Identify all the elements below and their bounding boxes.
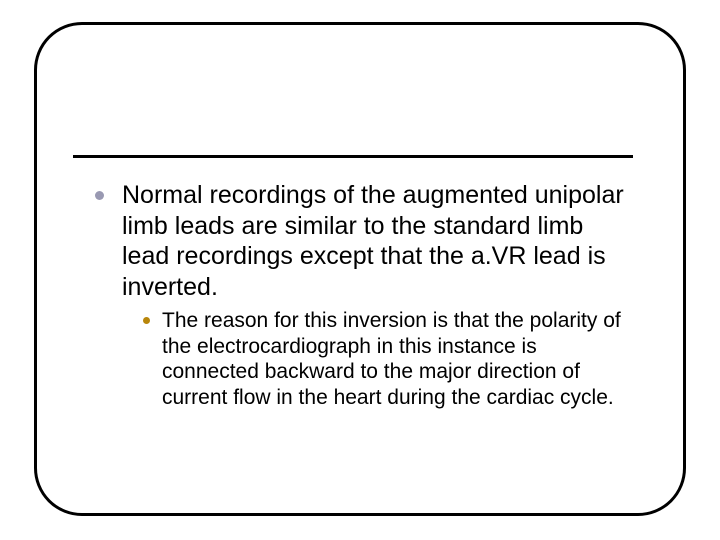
bullet-main-icon [95,191,104,200]
slide-content: Normal recordings of the augmented unipo… [95,180,633,410]
main-text: Normal recordings of the augmented unipo… [122,180,633,302]
slide-frame: Normal recordings of the augmented unipo… [34,22,686,516]
sub-bullet-item: The reason for this inversion is that th… [143,308,633,410]
sub-text: The reason for this inversion is that th… [162,308,633,410]
title-divider [73,155,633,158]
main-bullet-item: Normal recordings of the augmented unipo… [95,180,633,302]
bullet-sub-icon [143,317,150,324]
